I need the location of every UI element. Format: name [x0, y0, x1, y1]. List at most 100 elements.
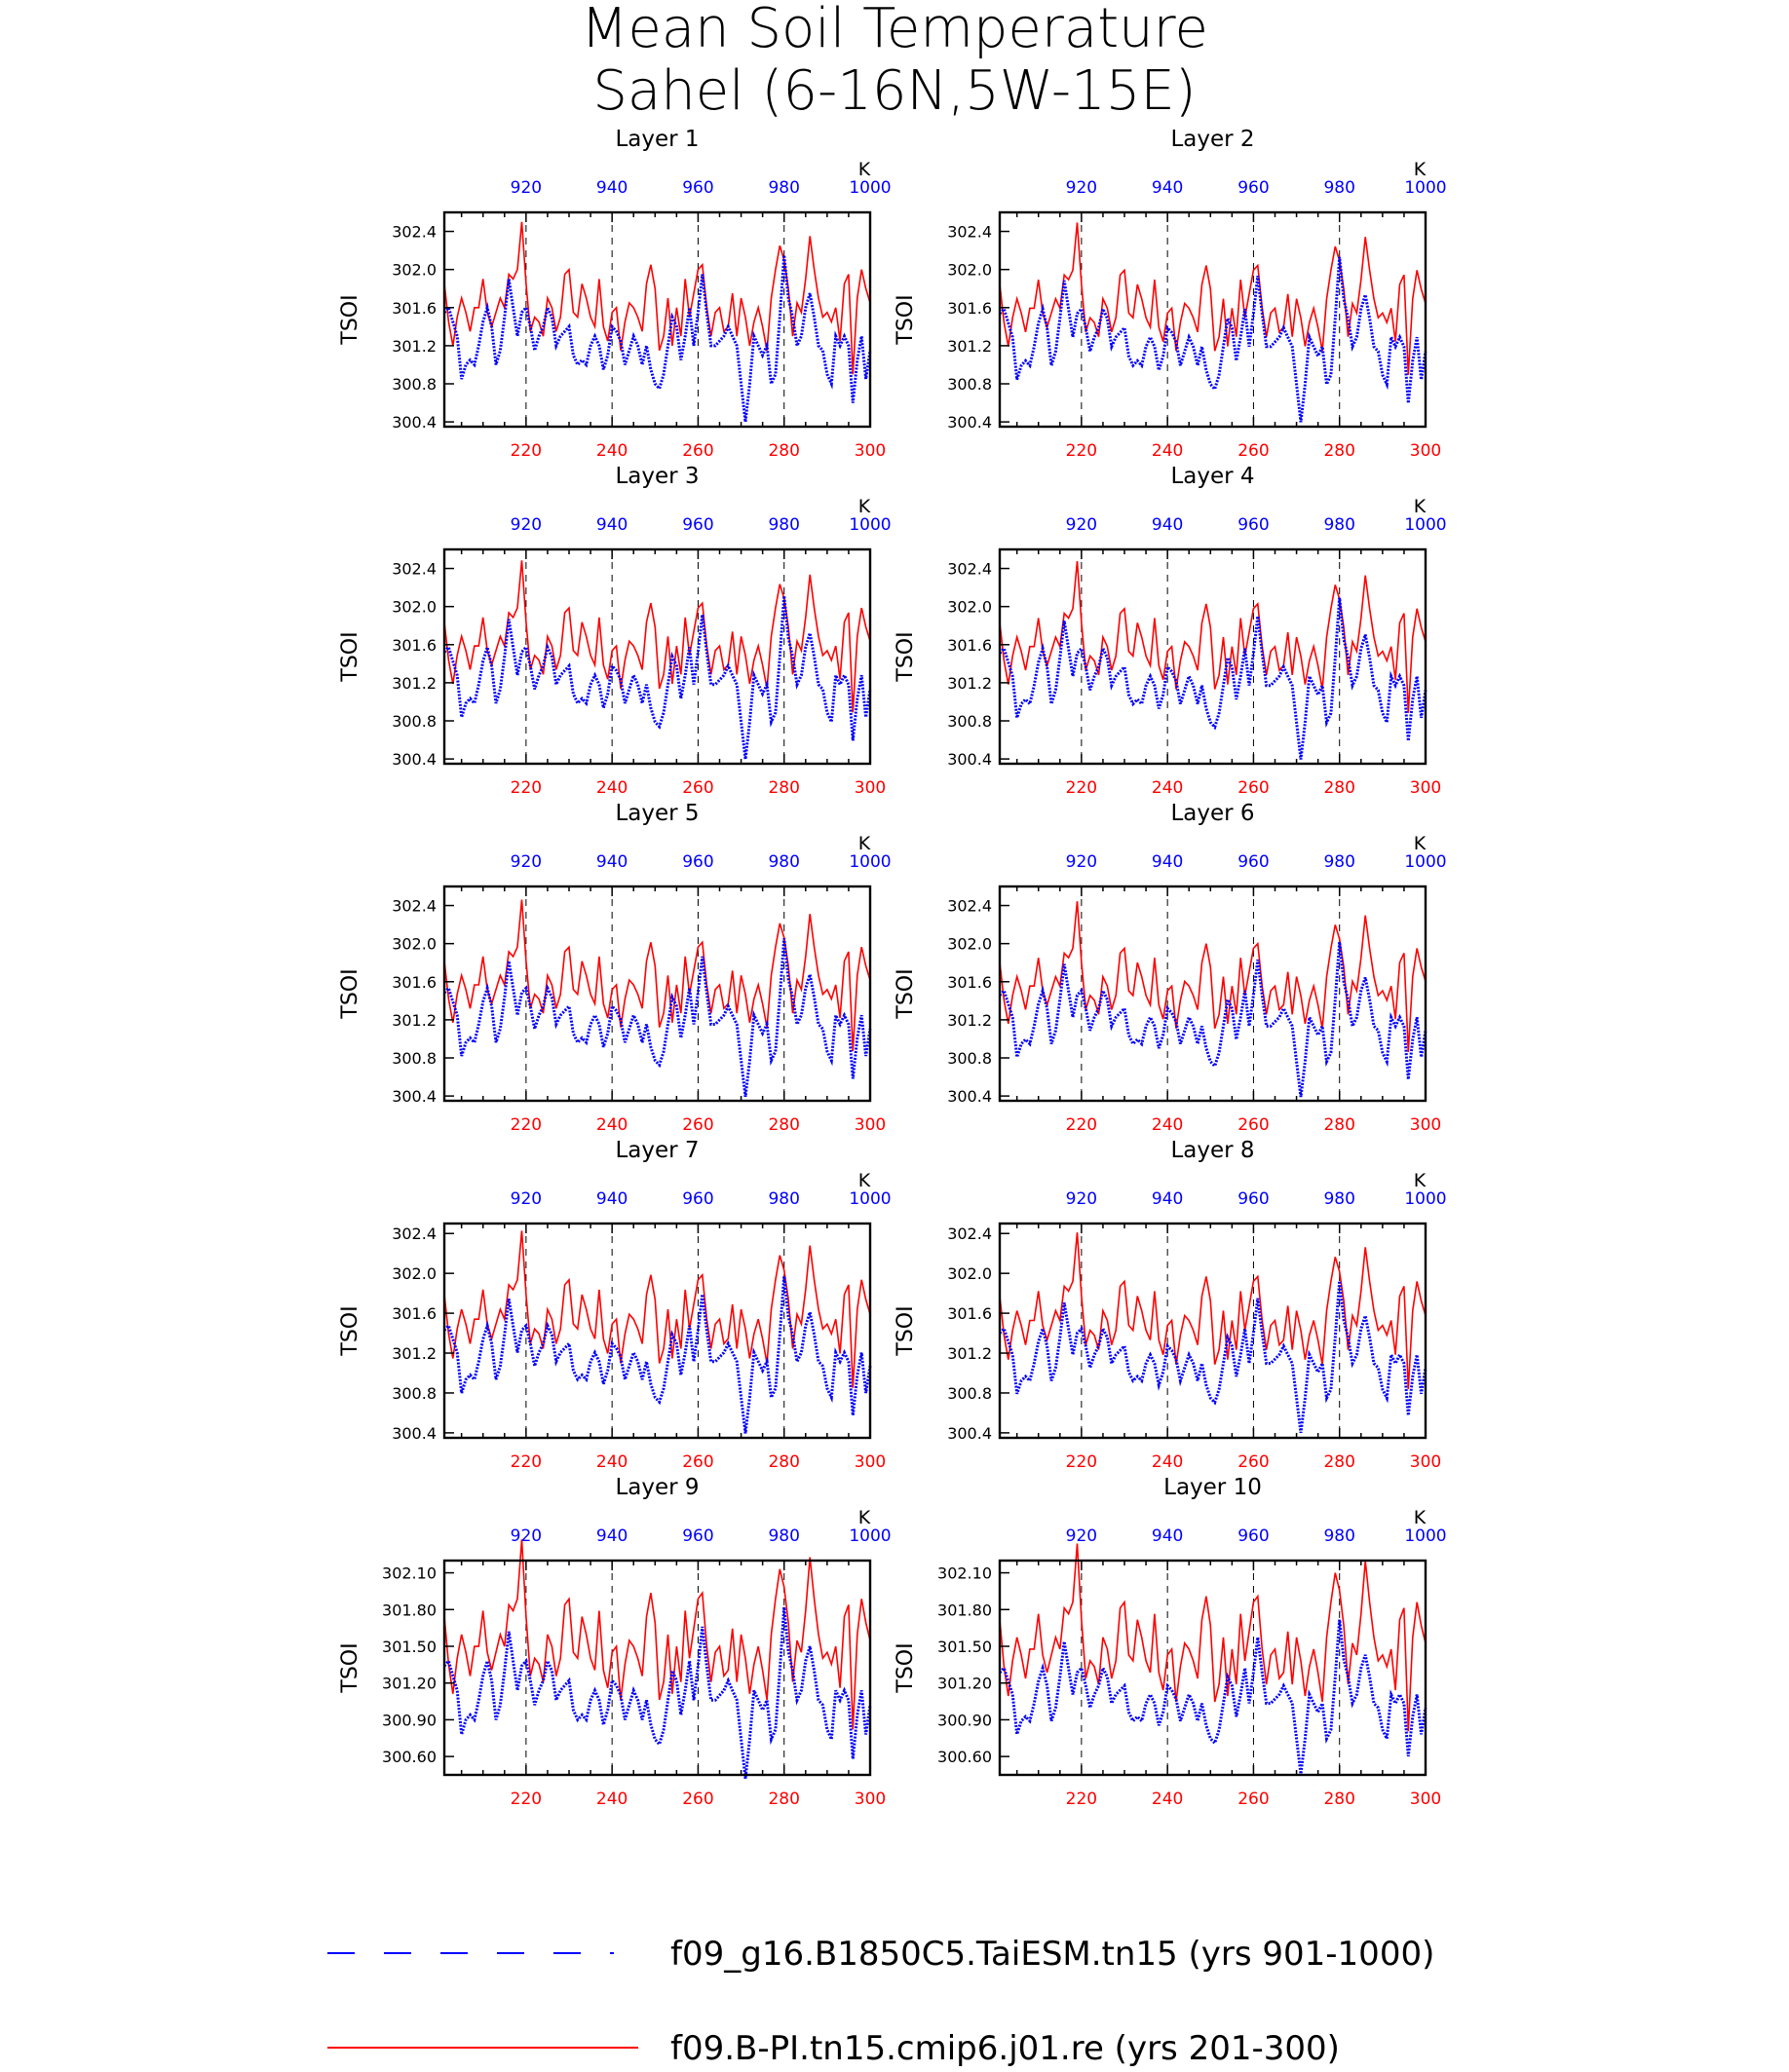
x-tick-label-top: 920 — [511, 1189, 542, 1209]
x-tick-label-bottom: 280 — [1323, 1789, 1354, 1809]
series-control-line — [998, 597, 1427, 760]
y-tick-label: 300.60 — [382, 1748, 437, 1766]
y-tick-label: 301.2 — [392, 674, 437, 693]
x-tick-label-top: 1000 — [1404, 1526, 1446, 1546]
y-axis-label: TSOI — [338, 1642, 362, 1693]
x-tick-label-top: 980 — [1323, 1526, 1354, 1546]
x-tick-label-bottom: 240 — [1152, 1452, 1183, 1472]
series-reference-line — [443, 1539, 871, 1730]
series-control-line — [998, 1280, 1427, 1433]
x-tick-label-top: 980 — [1323, 852, 1354, 872]
y-tick-label: 301.20 — [937, 1675, 992, 1693]
figure-title-line1: Mean Soil Temperature — [581, 0, 1208, 60]
x-tick-label-bottom: 280 — [1323, 778, 1354, 798]
unit-label: K — [858, 159, 871, 180]
x-tick-label-bottom: 220 — [511, 778, 542, 798]
y-tick-label: 301.80 — [382, 1601, 437, 1619]
x-tick-label-top: 920 — [511, 1526, 542, 1546]
y-tick-label: 302.4 — [392, 897, 437, 916]
x-tick-label-bottom: 240 — [596, 1452, 628, 1472]
y-tick-label: 302.0 — [392, 1264, 437, 1283]
plot-frame — [442, 1559, 872, 1777]
y-axis-label: TSOI — [894, 1642, 918, 1693]
y-tick-label: 301.6 — [392, 1304, 437, 1323]
x-tick-label-bottom: 300 — [855, 1115, 886, 1135]
legend-control-label: f09_g16.B1850C5.TaiESM.tn15 (yrs 901-100… — [670, 1935, 1434, 1974]
x-tick-label-top: 1000 — [1404, 515, 1446, 535]
plot-frame — [442, 1222, 872, 1440]
unit-label: K — [858, 1507, 871, 1528]
x-tick-label-bottom: 220 — [1066, 1452, 1097, 1472]
series-control-line — [442, 938, 872, 1097]
x-tick-label-bottom: 260 — [682, 1115, 713, 1135]
series-reference-line — [999, 1543, 1427, 1732]
series-control-line — [442, 254, 872, 423]
y-tick-label: 300.8 — [392, 1384, 437, 1403]
panel-title: Layer 9 — [615, 1475, 699, 1500]
y-tick-label: 301.2 — [947, 1011, 992, 1030]
x-tick-label-bottom: 280 — [768, 1789, 799, 1809]
x-tick-label-top: 920 — [1066, 1189, 1097, 1209]
x-tick-label-bottom: 220 — [1066, 1789, 1097, 1809]
x-tick-label-top: 1000 — [849, 178, 891, 198]
x-tick-label-top: 980 — [1323, 178, 1354, 198]
y-tick-label: 301.2 — [947, 1344, 992, 1363]
series-reference-line — [999, 561, 1427, 713]
y-tick-label: 301.50 — [937, 1638, 992, 1656]
y-tick-label: 301.2 — [392, 1344, 437, 1363]
x-tick-label-top: 980 — [1323, 515, 1354, 535]
y-tick-label: 302.4 — [392, 1224, 437, 1243]
x-tick-label-top: 960 — [1237, 515, 1269, 535]
series-reference-line — [443, 899, 871, 1051]
x-tick-label-top: 940 — [1152, 1526, 1183, 1546]
series-control-line — [442, 595, 872, 760]
x-tick-label-bottom: 280 — [768, 441, 799, 461]
series-control-line — [442, 1276, 872, 1434]
x-tick-label-top: 960 — [682, 515, 713, 535]
x-tick-label-top: 920 — [511, 852, 542, 872]
y-tick-label: 302.0 — [947, 261, 992, 280]
unit-label: K — [1414, 159, 1427, 180]
x-tick-label-bottom: 260 — [682, 1789, 713, 1809]
y-tick-label: 301.50 — [382, 1638, 437, 1656]
y-tick-label: 300.8 — [392, 712, 437, 731]
x-tick-label-bottom: 260 — [1237, 778, 1269, 798]
y-tick-label: 301.6 — [392, 973, 437, 992]
y-tick-label: 301.2 — [947, 674, 992, 693]
unit-label: K — [1414, 1507, 1427, 1528]
x-tick-label-bottom: 280 — [768, 778, 799, 798]
x-tick-label-bottom: 240 — [1152, 441, 1183, 461]
y-axis-label: TSOI — [894, 968, 918, 1019]
x-tick-label-bottom: 300 — [855, 441, 886, 461]
series-control-line — [998, 256, 1427, 423]
y-tick-label: 302.4 — [947, 560, 992, 579]
y-tick-label: 300.8 — [392, 375, 437, 394]
x-tick-label-top: 960 — [1237, 852, 1269, 872]
x-tick-label-top: 960 — [682, 1526, 713, 1546]
x-tick-label-top: 960 — [682, 1189, 713, 1209]
x-tick-label-bottom: 240 — [1152, 1789, 1183, 1809]
x-tick-label-bottom: 240 — [1152, 1115, 1183, 1135]
x-tick-label-top: 980 — [768, 852, 799, 872]
panel-title: Layer 6 — [1170, 801, 1254, 826]
plot-frame — [998, 547, 1427, 766]
x-tick-label-bottom: 300 — [855, 1452, 886, 1472]
x-tick-label-bottom: 300 — [1410, 778, 1441, 798]
x-tick-label-top: 940 — [1152, 1189, 1183, 1209]
y-tick-label: 301.6 — [947, 636, 992, 655]
panel-title: Layer 10 — [1163, 1475, 1262, 1500]
x-tick-label-top: 1000 — [849, 1189, 891, 1209]
x-tick-label-bottom: 220 — [511, 1452, 542, 1472]
y-tick-label: 302.4 — [947, 897, 992, 916]
plot-frame — [998, 885, 1427, 1103]
x-tick-label-bottom: 240 — [596, 441, 628, 461]
y-axis-label: TSOI — [338, 968, 362, 1019]
x-tick-label-bottom: 220 — [511, 1789, 542, 1809]
x-tick-label-bottom: 280 — [1323, 1115, 1354, 1135]
x-tick-label-top: 960 — [1237, 1189, 1269, 1209]
unit-label: K — [1414, 833, 1427, 854]
y-tick-label: 301.6 — [392, 636, 437, 655]
